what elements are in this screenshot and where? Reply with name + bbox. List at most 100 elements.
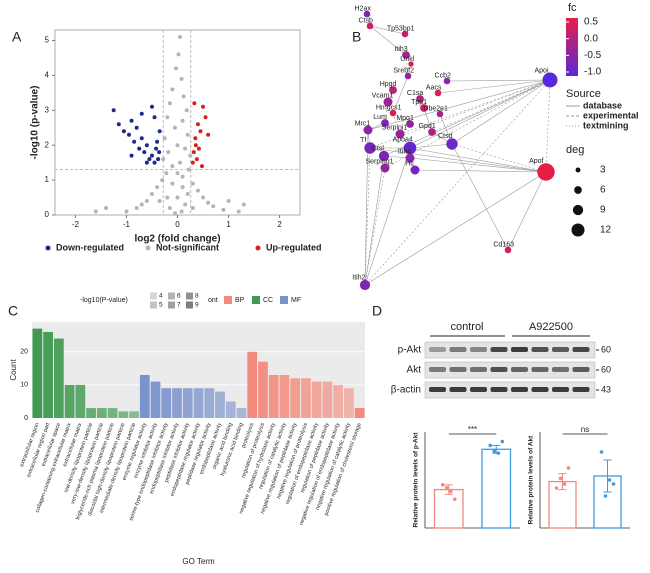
- data-point: [203, 115, 208, 120]
- data-point: [172, 125, 177, 130]
- data-point: [152, 115, 157, 120]
- data-point: [170, 181, 175, 186]
- data-point: [111, 108, 116, 113]
- data-point: [170, 164, 175, 169]
- data-point: [193, 136, 198, 141]
- y-axis-label: Count: [9, 359, 18, 381]
- data-point: [562, 482, 567, 486]
- blot-band: [490, 367, 508, 372]
- legend-swatch: [255, 245, 261, 251]
- data-point: [173, 66, 178, 71]
- bar: [354, 408, 365, 418]
- group-label: A922500: [529, 321, 573, 333]
- bar: [204, 388, 215, 418]
- bar: [161, 388, 172, 418]
- y-axis-label: -log10 (p-value): [30, 86, 41, 160]
- blot-band: [429, 367, 446, 372]
- data-point: [134, 125, 139, 130]
- blot-band: [470, 347, 487, 352]
- data-point: [155, 185, 160, 190]
- color-tick-label: 0.5: [584, 17, 598, 28]
- blot-band: [449, 367, 467, 372]
- bar: [182, 388, 193, 418]
- blot-band: [429, 387, 446, 392]
- data-point: [185, 192, 190, 197]
- data-point: [162, 136, 167, 141]
- legend-swatch: [145, 245, 151, 251]
- y-axis-label: Relative protein levels of Akt: [528, 435, 535, 524]
- data-point: [154, 146, 159, 151]
- data-point: [166, 150, 171, 155]
- network-edge: [369, 25, 407, 56]
- blot-band: [511, 387, 528, 392]
- bar: [344, 388, 354, 418]
- node-label: C1sa: [407, 90, 423, 97]
- blot-band: [552, 387, 569, 392]
- data-point: [206, 132, 211, 137]
- legend-label: 9: [195, 302, 199, 309]
- y-tick-label: 4: [45, 70, 50, 79]
- bar: [247, 351, 258, 418]
- data-point: [198, 129, 203, 134]
- group-label: control: [450, 321, 483, 333]
- data-point: [179, 76, 184, 81]
- data-point: [440, 483, 445, 487]
- bar: [53, 338, 64, 418]
- bar: [268, 374, 279, 418]
- data-point: [175, 143, 180, 148]
- data-point: [121, 129, 126, 134]
- data-point: [448, 489, 453, 494]
- network-edge: [369, 147, 547, 173]
- node-label: Ccb2: [435, 73, 451, 80]
- y-axis-label: Relative protein levels of p-Akt: [413, 432, 420, 528]
- bar: [225, 401, 236, 418]
- x-tick-label: -1: [123, 220, 131, 229]
- x-tick-label: 1: [226, 220, 231, 229]
- bar: [75, 384, 86, 418]
- network-edge: [392, 75, 409, 114]
- network-node: [389, 109, 397, 117]
- data-point: [129, 118, 134, 123]
- data-point: [193, 143, 198, 148]
- node-label: Ctsd: [438, 133, 453, 140]
- size-swatch: [575, 167, 581, 173]
- network-node: [363, 10, 371, 18]
- bar: [236, 408, 247, 418]
- blot-band: [429, 347, 446, 352]
- data-point: [149, 104, 154, 109]
- bar: [258, 361, 268, 418]
- bar: [139, 374, 150, 418]
- data-point: [139, 136, 144, 141]
- legend-title: Source: [566, 88, 601, 100]
- node-label: Unkl: [400, 56, 414, 63]
- blot-band: [531, 367, 549, 372]
- network-node: [406, 120, 414, 128]
- blot-band: [531, 347, 549, 352]
- data-point: [566, 466, 571, 470]
- row-label: β-actin: [391, 385, 421, 396]
- marker-label: 60: [601, 344, 611, 354]
- color-tick-label: 0.0: [584, 33, 598, 44]
- legend-label: CC: [263, 297, 273, 304]
- data-point: [172, 211, 177, 216]
- legend-swatch: [150, 292, 157, 300]
- node-label: Apoa4: [393, 137, 413, 144]
- data-point: [607, 478, 612, 482]
- data-point: [558, 476, 563, 481]
- network-node: [403, 141, 417, 155]
- node-label: Serpini1: [382, 124, 408, 131]
- data-point: [183, 202, 188, 207]
- row-label: Akt: [407, 365, 422, 376]
- data-point: [160, 178, 165, 183]
- data-point: [183, 146, 188, 151]
- panel-letter: D: [372, 303, 382, 319]
- data-point: [488, 443, 493, 448]
- y-tick-label: 20: [20, 349, 28, 356]
- node-label: Tpp1: [411, 99, 427, 106]
- node-label: Ctsb: [358, 18, 373, 25]
- color-tick-label: -0.5: [584, 50, 602, 61]
- data-point: [554, 486, 559, 490]
- node-label: Ube2e1: [423, 106, 448, 113]
- bar: [279, 374, 290, 418]
- data-point: [180, 185, 185, 190]
